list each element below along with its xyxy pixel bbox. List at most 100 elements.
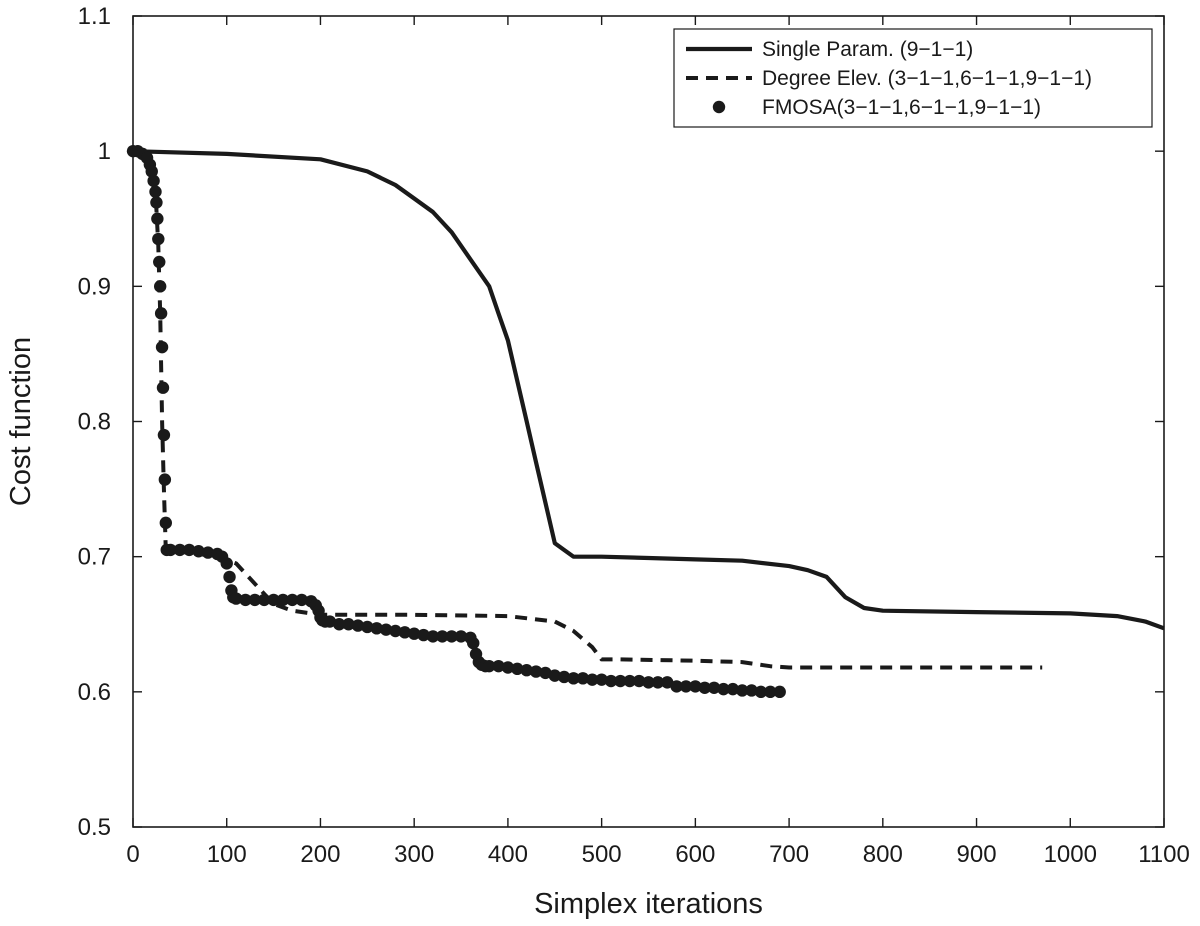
fmosa-point [276, 593, 290, 607]
x-tick-label: 900 [957, 841, 997, 868]
fmosa-point [482, 659, 496, 673]
fmosa-point [511, 662, 524, 676]
fmosa-point [323, 615, 337, 628]
y-tick-label: 1.1 [78, 3, 111, 30]
fmosa-point [698, 681, 711, 694]
x-tick-label: 700 [769, 841, 809, 868]
y-tick-label: 0.5 [78, 814, 111, 841]
fmosa-point [398, 626, 412, 639]
fmosa-point [147, 174, 160, 188]
fmosa-point [445, 630, 458, 643]
fmosa-point [754, 685, 768, 699]
x-tick-label: 200 [300, 841, 340, 868]
fmosa-point [689, 680, 702, 693]
fmosa-point [407, 627, 421, 640]
fmosa-point [154, 307, 168, 320]
fmosa-point [426, 630, 440, 643]
single-param-line [132, 149, 1165, 631]
fmosa-point [454, 630, 468, 643]
fmosa-point [155, 340, 169, 354]
fmosa-point [764, 685, 777, 699]
fmosa-point [361, 620, 374, 634]
legend-swatch-fmosa [712, 100, 726, 114]
x-axis-label: Simplex iterations [534, 888, 763, 920]
x-tick-label: 800 [863, 841, 903, 868]
fmosa-point [548, 669, 561, 682]
fmosa-point [333, 618, 346, 631]
x-tick-label: 1000 [1044, 841, 1097, 868]
y-axis-label: Cost function [5, 337, 37, 506]
fmosa-point [539, 666, 552, 680]
fmosa-point [492, 659, 505, 673]
fmosa-point [151, 212, 164, 225]
fmosa-point [745, 684, 758, 697]
fmosa-point [220, 557, 233, 570]
y-tick-label: 1 [98, 138, 111, 165]
fmosa-point [149, 185, 162, 198]
fmosa-point [436, 630, 449, 643]
legend: Single Param. (9−1−1) Degree Elev. (3−1−… [673, 28, 1153, 128]
fmosa-point [595, 673, 608, 686]
fmosa-point [342, 618, 355, 631]
fmosa-point [520, 664, 533, 677]
fmosa-point [670, 680, 683, 693]
plot-frame [132, 15, 1165, 828]
fmosa-point [586, 673, 599, 686]
fmosa-point [150, 196, 163, 209]
x-tick-label: 0 [126, 841, 139, 868]
x-tick-label: 500 [582, 841, 622, 868]
fmosa-point [467, 636, 480, 650]
fmosa-point [239, 593, 252, 607]
fmosa-point [651, 676, 665, 689]
fmosa-point [773, 685, 786, 699]
fmosa-point [164, 543, 177, 557]
fmosa-point [557, 670, 571, 684]
fmosa-point [286, 593, 299, 607]
fmosa-point [632, 674, 646, 688]
fmosa-point [156, 381, 170, 394]
fmosa-point [389, 624, 402, 638]
fmosa-point [726, 682, 740, 696]
degree-elev-line [132, 149, 1043, 670]
legend-label-single-param: Single Param. (9−1−1) [762, 38, 973, 61]
fmosa-point [707, 681, 721, 694]
legend-label-fmosa: FMOSA(3−1−1,6−1−1,9−1−1) [762, 96, 1041, 119]
fmosa-point [173, 543, 187, 557]
fmosa-point [157, 428, 171, 442]
fmosa-point [183, 543, 196, 557]
fmosa-point [567, 672, 580, 685]
fmosa-point [153, 255, 166, 269]
fmosa-point [295, 593, 308, 607]
fmosa-point [153, 280, 167, 293]
y-tick-label: 0.9 [78, 273, 111, 300]
fmosa-point [158, 473, 172, 486]
fmosa-point [248, 593, 262, 607]
fmosa-point [145, 165, 158, 178]
series-layer [126, 144, 1165, 699]
fmosa-point [529, 665, 543, 678]
y-tick-label: 0.7 [78, 544, 111, 571]
fmosa-point [717, 682, 730, 696]
y-tick-label: 0.6 [78, 679, 111, 706]
fmosa-point [614, 674, 627, 688]
x-tick-label: 300 [394, 841, 434, 868]
y-tick-label: 0.8 [78, 409, 111, 436]
fmosa-point [501, 661, 515, 674]
fmosa-point [379, 623, 393, 636]
fmosa-point [576, 672, 590, 685]
fmosa-point [258, 593, 271, 607]
fmosa-point [679, 680, 693, 693]
fmosa-point [642, 676, 655, 689]
fmosa-point [604, 674, 618, 688]
ticks-layer: 0 100 200 300 400 500 600 700 800 900 1000 1100 0.5 0… [78, 3, 1190, 868]
fmosa-point [152, 232, 165, 246]
fmosa-point [417, 628, 430, 642]
x-tick-label: 100 [207, 841, 247, 868]
fmosa-point [351, 619, 365, 632]
legend-box [673, 28, 1153, 128]
fmosa-point [201, 546, 215, 559]
fmosa-point [370, 622, 383, 635]
fmosa-point [192, 545, 205, 558]
fmosa-point [736, 684, 749, 697]
